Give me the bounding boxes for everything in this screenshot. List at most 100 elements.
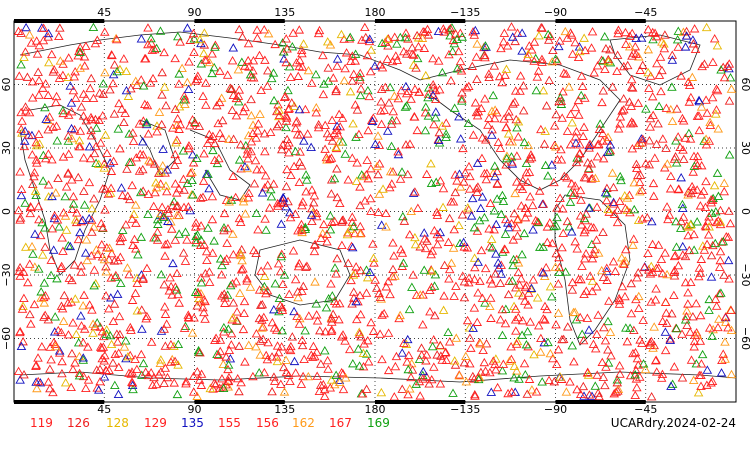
observation-marker bbox=[414, 354, 425, 363]
observation-marker bbox=[536, 124, 546, 134]
observation-marker bbox=[162, 372, 173, 382]
observation-marker bbox=[438, 183, 449, 193]
observation-marker bbox=[126, 84, 136, 93]
observation-marker bbox=[218, 359, 229, 368]
observation-marker bbox=[199, 295, 209, 304]
observation-marker bbox=[336, 367, 347, 377]
observation-marker bbox=[171, 201, 182, 211]
observation-marker bbox=[159, 280, 170, 289]
observation-marker bbox=[355, 68, 366, 78]
observation-marker bbox=[248, 120, 258, 129]
observation-marker bbox=[709, 34, 720, 43]
observation-marker bbox=[511, 222, 522, 232]
observation-marker bbox=[454, 370, 465, 380]
observation-marker bbox=[582, 367, 593, 376]
observation-marker bbox=[431, 94, 441, 103]
observation-marker bbox=[567, 49, 578, 58]
observation-marker bbox=[141, 117, 152, 127]
observation-marker bbox=[703, 230, 714, 239]
observation-marker bbox=[75, 126, 86, 135]
observation-marker bbox=[681, 311, 692, 321]
observation-marker bbox=[527, 385, 537, 394]
observation-marker bbox=[274, 306, 284, 316]
observation-marker bbox=[688, 35, 698, 44]
observation-marker bbox=[27, 130, 37, 140]
observation-marker bbox=[724, 59, 735, 68]
observation-marker bbox=[145, 157, 156, 166]
observation-marker bbox=[420, 108, 431, 117]
observation-marker bbox=[273, 347, 284, 357]
observation-marker bbox=[301, 186, 311, 196]
observation-marker bbox=[90, 321, 100, 331]
observation-marker bbox=[688, 39, 699, 48]
observation-marker bbox=[297, 62, 308, 71]
y-tick-label-right: −30 bbox=[739, 263, 750, 286]
observation-marker bbox=[136, 305, 147, 314]
observation-marker bbox=[331, 86, 341, 96]
observation-marker bbox=[163, 204, 173, 214]
observation-marker bbox=[557, 334, 567, 344]
observation-marker bbox=[87, 227, 97, 236]
observation-marker bbox=[607, 82, 618, 91]
observation-marker bbox=[715, 205, 726, 215]
observation-marker bbox=[203, 169, 213, 178]
observation-marker bbox=[331, 84, 342, 94]
observation-marker bbox=[558, 87, 568, 96]
observation-marker bbox=[75, 47, 86, 56]
observation-marker bbox=[477, 192, 488, 201]
observation-marker bbox=[334, 314, 344, 324]
observation-marker bbox=[296, 45, 307, 54]
observation-marker bbox=[591, 282, 602, 291]
observation-marker bbox=[604, 296, 614, 305]
observation-marker bbox=[677, 373, 688, 382]
observation-marker bbox=[38, 23, 49, 32]
observation-marker bbox=[298, 39, 309, 48]
observation-marker bbox=[228, 134, 239, 143]
observation-marker bbox=[603, 204, 613, 213]
observation-marker bbox=[201, 100, 211, 109]
observation-marker bbox=[122, 191, 133, 200]
observation-marker bbox=[470, 262, 480, 272]
observation-marker bbox=[58, 246, 68, 255]
observation-marker bbox=[276, 251, 286, 261]
observation-marker bbox=[315, 325, 325, 335]
y-tick-label-left: 0 bbox=[0, 208, 13, 215]
observation-marker bbox=[251, 328, 262, 338]
observation-marker bbox=[384, 98, 394, 107]
observation-marker bbox=[351, 262, 361, 271]
observation-marker bbox=[605, 327, 616, 336]
observation-marker bbox=[673, 42, 683, 51]
observation-marker bbox=[427, 341, 438, 351]
observation-marker bbox=[428, 53, 438, 63]
observation-marker bbox=[458, 143, 468, 153]
observation-marker bbox=[649, 191, 659, 200]
observation-marker bbox=[535, 242, 545, 251]
observation-marker bbox=[483, 120, 493, 129]
observation-marker bbox=[143, 129, 154, 138]
frame-tick-bars bbox=[14, 19, 646, 404]
observation-marker bbox=[454, 220, 464, 229]
observation-marker bbox=[337, 240, 347, 249]
observation-marker bbox=[78, 89, 89, 98]
observation-marker bbox=[656, 86, 666, 96]
observation-marker bbox=[345, 32, 355, 41]
observation-marker bbox=[188, 371, 199, 380]
observation-marker bbox=[27, 241, 37, 251]
observation-marker bbox=[195, 34, 205, 44]
observation-marker bbox=[254, 50, 265, 60]
observation-marker bbox=[520, 370, 531, 379]
observation-marker bbox=[275, 300, 286, 310]
observation-marker bbox=[313, 120, 324, 129]
observation-marker bbox=[576, 71, 587, 80]
observation-marker bbox=[196, 369, 207, 378]
observation-marker bbox=[695, 268, 706, 277]
observation-marker bbox=[658, 134, 668, 143]
observation-marker bbox=[263, 28, 274, 38]
observation-marker bbox=[488, 90, 498, 100]
observation-marker bbox=[285, 376, 295, 386]
observation-marker bbox=[272, 106, 282, 116]
observation-marker bbox=[105, 188, 116, 197]
observation-marker bbox=[238, 264, 248, 273]
observation-marker bbox=[300, 326, 310, 335]
observation-marker bbox=[16, 184, 27, 194]
